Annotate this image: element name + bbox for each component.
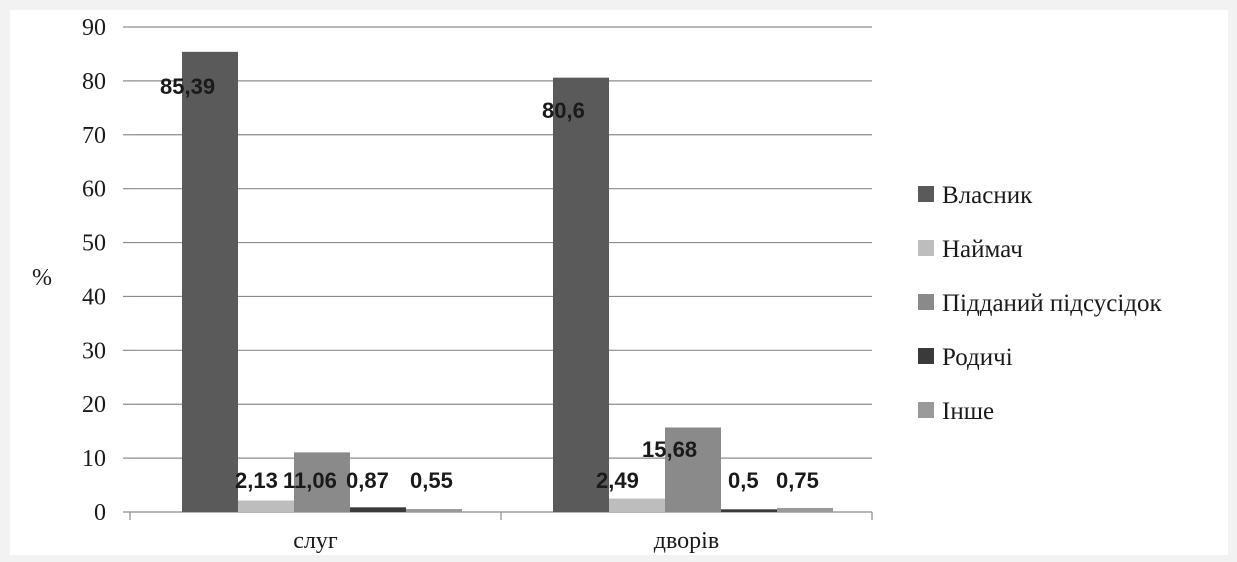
legend-swatch — [918, 294, 934, 310]
bar — [350, 507, 406, 512]
data-label: 15,68 — [642, 437, 697, 462]
y-tick-label: 80 — [82, 69, 106, 95]
bar — [182, 51, 238, 513]
bar-chart: 0 10 20 30 40 50 60 70 80 90% слуг дворів 85,39 80,6 2… — [32, 15, 1162, 554]
data-label: 11,06 — [283, 468, 337, 493]
y-tick-label: 60 — [82, 177, 106, 203]
chart-container: 0 10 20 30 40 50 60 70 80 90% слуг дворів 85,39 80,6 2… — [10, 10, 1228, 555]
legend-swatch — [918, 402, 934, 418]
legend-label: Власник — [942, 182, 1033, 209]
category-label: слуг — [293, 528, 338, 554]
y-tick-label: 10 — [82, 446, 106, 472]
data-label: 0,5 — [728, 468, 759, 493]
y-axis-title: % — [32, 265, 52, 291]
data-label: 0,75 — [776, 468, 819, 493]
bar — [665, 427, 721, 512]
y-tick-label: 30 — [82, 338, 106, 364]
data-label: 2,13 — [235, 468, 278, 493]
y-tick-label: 20 — [82, 392, 106, 418]
bar — [609, 498, 665, 512]
data-label: 85,39 — [160, 74, 215, 99]
y-tick-label: 0 — [94, 500, 106, 526]
y-tick-label: 50 — [82, 231, 106, 257]
bar — [777, 507, 833, 512]
legend-label: Родичі — [942, 344, 1013, 371]
bar — [406, 509, 462, 512]
bar — [294, 452, 350, 512]
category-label: дворів — [654, 528, 719, 554]
legend-swatch — [918, 348, 934, 364]
legend-label: Інше — [942, 398, 994, 425]
bar — [553, 77, 609, 513]
y-tick-label: 40 — [82, 284, 106, 310]
data-label: 2,49 — [596, 468, 639, 493]
bar — [721, 509, 777, 512]
y-tick-label: 90 — [82, 15, 106, 41]
y-tick-label: 70 — [82, 123, 106, 149]
data-label: 0,55 — [410, 468, 453, 493]
data-label: 80,6 — [542, 98, 585, 123]
legend-label: Підданий підсусідок — [942, 290, 1162, 317]
legend-swatch — [918, 240, 934, 256]
bar — [238, 500, 294, 512]
data-label: 0,87 — [346, 468, 389, 493]
legend-swatch — [918, 186, 934, 202]
legend-label: Наймач — [942, 236, 1023, 263]
